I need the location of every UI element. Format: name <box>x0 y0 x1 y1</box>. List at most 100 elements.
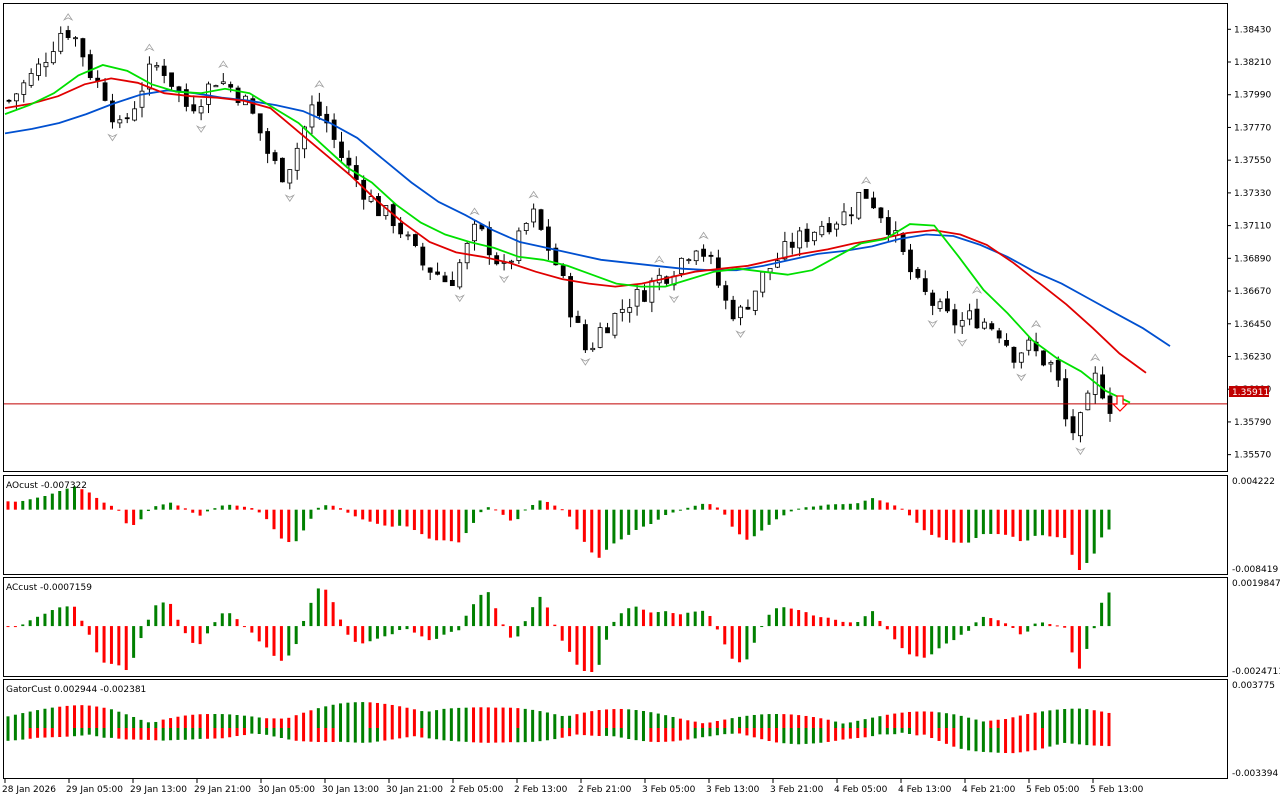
ao-bar <box>930 509 934 535</box>
price-tick-label: 1.38210 <box>1234 58 1271 68</box>
candle-body <box>43 61 49 68</box>
gator-upper-bar <box>1085 709 1089 728</box>
ac-bar <box>494 608 498 627</box>
candle-body <box>457 262 463 288</box>
gator-upper-bar <box>811 717 815 728</box>
ac-bar <box>457 626 461 631</box>
candle-body <box>878 207 884 219</box>
candle-body <box>885 217 891 235</box>
gator-upper-bar <box>819 718 823 728</box>
gator-upper-bar <box>782 714 786 728</box>
fractal-down <box>195 125 207 133</box>
gator-lower-bar <box>967 728 971 751</box>
candle-body <box>272 152 278 161</box>
gator-lower-bar <box>13 728 17 741</box>
gator-lower-bar <box>930 728 934 739</box>
gator-upper-bar <box>43 708 47 728</box>
candle-body <box>1004 339 1009 346</box>
gator-upper-bar <box>826 719 830 728</box>
gator-lower-bar <box>730 728 734 734</box>
gator-upper-bar <box>1107 712 1111 728</box>
candle-body <box>553 247 559 266</box>
price-tick-label: 1.37550 <box>1234 156 1271 166</box>
fractal-down <box>735 330 746 338</box>
candle-body <box>996 330 1002 339</box>
gator-lower-bar <box>922 728 926 735</box>
gator-upper-bar <box>220 714 224 728</box>
fractal-up <box>314 80 325 88</box>
gator-upper-bar <box>634 710 638 728</box>
gator-upper-bar <box>959 715 963 728</box>
ao-bar <box>169 502 173 510</box>
ao-bar <box>863 500 867 510</box>
ac-bar <box>531 607 535 627</box>
ac-bar <box>1055 625 1059 627</box>
ao-bar <box>634 509 638 530</box>
ac-bar <box>582 626 586 671</box>
gator-lower-bar <box>206 728 210 739</box>
ac-bar <box>693 611 697 627</box>
gator-upper-bar <box>242 715 246 728</box>
ac-bar <box>760 626 764 628</box>
ao-bar <box>1048 509 1052 537</box>
ac-bar <box>191 626 195 643</box>
gator-lower-bar <box>996 728 1000 753</box>
candle-body <box>191 104 197 112</box>
ao-bar <box>1100 509 1104 538</box>
gator-lower-bar <box>390 728 394 740</box>
candle-body <box>183 89 189 107</box>
gator-upper-bar <box>80 705 84 728</box>
moving-averages <box>4 64 1171 404</box>
candle-body <box>538 209 544 230</box>
price-tick-label: 1.37330 <box>1234 189 1271 199</box>
candle-body <box>36 63 41 76</box>
ao-bar <box>996 509 1000 535</box>
ao-bar <box>686 507 690 510</box>
gator-lower-bar <box>235 728 239 737</box>
candle-body <box>922 278 928 292</box>
time-tick-label: 2 Feb 13:00 <box>514 785 568 795</box>
candle-body <box>1085 392 1091 411</box>
ac-bar <box>464 615 468 627</box>
gator-upper-bar <box>774 714 778 728</box>
ao-bar <box>708 504 712 510</box>
candle-body <box>582 324 588 351</box>
ao-bar <box>1077 509 1081 570</box>
gator-upper-bar <box>590 711 594 728</box>
gator-upper-bar <box>508 707 512 728</box>
ac-bar <box>708 615 712 627</box>
gator-upper-bar <box>686 720 690 728</box>
gator-upper-bar <box>13 714 17 728</box>
ao-bar <box>449 509 453 542</box>
ac-bar <box>28 620 32 627</box>
gator-upper-bar <box>331 704 335 728</box>
gator-lower-bar <box>937 728 941 741</box>
ac-bar <box>501 624 505 627</box>
candle-body <box>154 65 160 68</box>
candle-body <box>257 113 263 134</box>
candle-body <box>169 72 174 87</box>
candle-body <box>110 100 115 123</box>
gator-lower-bar <box>752 728 756 738</box>
ao-bar <box>560 509 564 511</box>
ao-bar <box>819 505 823 510</box>
ac-bar <box>412 626 416 633</box>
gator-lower-bar <box>959 728 963 749</box>
ac-bar <box>1004 623 1008 627</box>
ac-bar <box>597 626 601 665</box>
fractal-down <box>1075 447 1086 456</box>
price-tick-label: 1.36450 <box>1234 320 1271 330</box>
gator-upper-bar <box>760 714 764 728</box>
ac-bar <box>686 612 690 627</box>
candle-body <box>679 257 684 274</box>
gator-lower-bar <box>678 728 682 741</box>
candle-body <box>516 230 522 261</box>
gator-upper-bar <box>375 702 379 728</box>
gator-upper-bar <box>124 714 128 728</box>
gator-lower-bar <box>900 728 904 733</box>
gator-lower-bar <box>442 728 446 741</box>
gator-upper-bar <box>885 714 889 728</box>
ao-bar <box>302 509 306 531</box>
candle-body <box>863 189 869 199</box>
